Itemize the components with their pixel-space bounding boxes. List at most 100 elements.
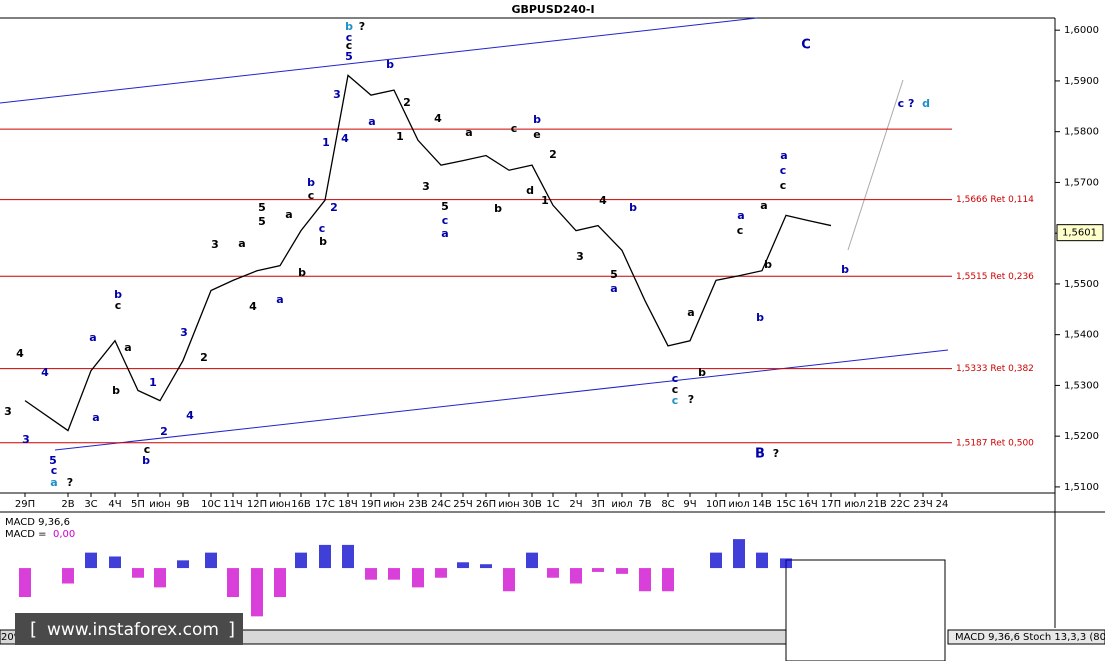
wave-label: c	[442, 214, 449, 227]
y-tick-label: 1,5100	[1064, 482, 1099, 493]
tab: MACD 9,36,6	[955, 632, 1020, 643]
wave-label: 3	[22, 433, 30, 446]
wave-label: a	[687, 306, 694, 319]
y-tick-label: 1,5500	[1064, 279, 1099, 290]
wave-label: c	[51, 464, 58, 477]
wave-label: 2	[403, 96, 411, 109]
wave-label: e	[533, 128, 540, 141]
last-price-box	[1056, 224, 1104, 242]
wave-label: 3	[576, 250, 584, 263]
wave-label: 5	[258, 215, 266, 228]
wave-label: 3	[180, 326, 188, 339]
x-tick-label: июн	[149, 499, 170, 510]
wave-label: a	[276, 293, 283, 306]
wave-label: 1	[541, 194, 549, 207]
macd-bar	[480, 564, 492, 569]
level-label: 1,5515 Ret 0,236	[956, 272, 1034, 282]
wave-label: 1	[322, 136, 330, 149]
wave-label: c	[737, 224, 744, 237]
x-tick-label: 10П	[706, 499, 726, 510]
y-tick-label: 1,5400	[1064, 330, 1099, 341]
wave-label: 3	[422, 180, 430, 193]
projection-line	[847, 79, 904, 251]
wave-label: a	[465, 126, 472, 139]
wave-label: c ?	[898, 97, 915, 110]
wave-label: 5	[49, 454, 57, 467]
wave-label: b	[533, 113, 541, 126]
wave-label: ?	[773, 447, 779, 460]
macd-bar	[780, 558, 792, 569]
scale-tab: 20%)	[1, 632, 27, 643]
macd-bar	[132, 568, 144, 578]
macd-bar	[435, 568, 447, 578]
macd-prefix: MACD =	[5, 529, 47, 540]
x-tick-label: июл	[611, 499, 632, 510]
macd-bar	[388, 568, 400, 580]
x-tick-label: 5П	[131, 499, 145, 510]
x-tick-label: 30В	[522, 499, 542, 510]
wave-label: c	[672, 372, 679, 385]
tab: Stoch 13,3,3 (80%-	[1023, 632, 1105, 643]
logo-box	[15, 613, 243, 645]
macd-current: 0,00	[53, 529, 75, 540]
x-tick-label: июл	[844, 499, 865, 510]
macd-bar	[365, 568, 377, 580]
wave-label: b	[319, 235, 327, 248]
wave-label: a	[780, 149, 787, 162]
wave-label: 4	[434, 112, 442, 125]
macd-bar	[756, 552, 768, 569]
macd-bar	[547, 568, 559, 578]
wave-label: a	[50, 476, 57, 489]
wave-label: b	[756, 311, 764, 324]
wave-label: 3	[4, 405, 12, 418]
macd-bar	[109, 556, 121, 569]
x-tick-label: 25Ч	[453, 499, 473, 510]
wave-label: a	[238, 237, 245, 250]
macd-bar	[274, 568, 286, 598]
wave-label: d	[526, 184, 534, 197]
wave-label: 2	[200, 351, 208, 364]
wave-label: c	[144, 443, 151, 456]
wave-label: 4	[341, 132, 349, 145]
macd-bar	[412, 568, 424, 588]
wave-label: b	[142, 454, 150, 467]
wave-label: 4	[599, 194, 607, 207]
level-label: 1,5666 Ret 0,114	[956, 195, 1034, 205]
wave-label: b	[345, 20, 353, 33]
macd-bar	[570, 568, 582, 584]
x-tick-label: 16В	[291, 499, 311, 510]
macd-bar	[733, 539, 745, 569]
macd-bar	[342, 544, 354, 569]
wave-label: 5	[345, 50, 353, 63]
x-tick-label: 14В	[752, 499, 772, 510]
wave-label: ?	[359, 20, 365, 33]
macd-bar	[154, 568, 166, 588]
macd-bar	[503, 568, 515, 592]
macd-bar	[227, 568, 239, 598]
macd-bar	[639, 568, 651, 592]
wave-label: c	[346, 39, 353, 52]
tabs	[947, 629, 1105, 645]
x-tick-label: июл	[728, 499, 749, 510]
wave-label: c	[346, 31, 353, 44]
x-tick-label: 22С	[890, 499, 910, 510]
macd-bar	[19, 568, 31, 598]
wave-label: b	[764, 258, 772, 271]
x-tick-label: 7В	[638, 499, 651, 510]
wave-label: 3	[333, 88, 341, 101]
x-tick-label: 15С	[776, 499, 796, 510]
logo-bracket: ]	[228, 619, 235, 640]
glitch-panel	[785, 559, 946, 662]
x-tick-label: июн	[269, 499, 290, 510]
wave-label: 5	[441, 200, 449, 213]
wave-label: ?	[67, 476, 73, 489]
x-tick-label: 12П	[247, 499, 267, 510]
wave-label: 4	[249, 300, 257, 313]
x-tick-label: 17П	[821, 499, 841, 510]
wave-label: c	[511, 122, 518, 135]
x-tick-label: 17С	[315, 499, 335, 510]
wave-label: 5	[610, 268, 618, 281]
wave-label: c	[308, 189, 315, 202]
macd-bar	[177, 560, 189, 569]
